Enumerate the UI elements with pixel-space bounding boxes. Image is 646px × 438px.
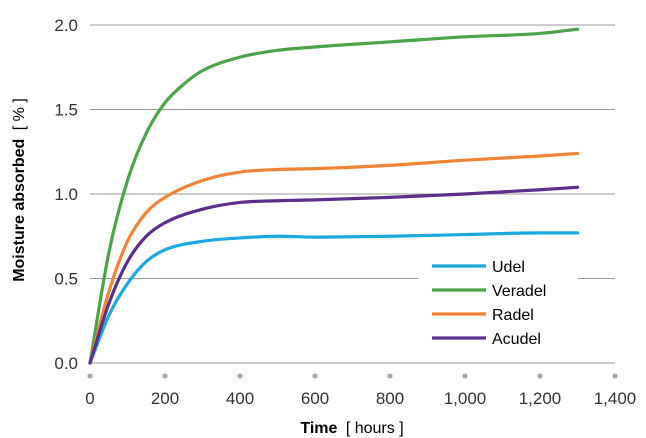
x-tick-label: 0 xyxy=(85,389,94,408)
x-tick-dot xyxy=(162,373,168,379)
x-tick-label: 200 xyxy=(151,389,179,408)
x-tick-label: 800 xyxy=(376,389,404,408)
y-tick-label: 2.0 xyxy=(54,16,78,35)
y-axis-title: Moisture absorbed [ % ] xyxy=(11,98,28,282)
x-tick-dot xyxy=(87,373,93,379)
x-tick-dot xyxy=(312,373,318,379)
x-axis-title: Time [ hours ] xyxy=(300,420,403,437)
y-tick-label: 1.5 xyxy=(54,101,78,120)
x-axis-title-main: Time xyxy=(300,420,337,437)
y-tick-label: 0.0 xyxy=(54,354,78,373)
legend: Udel Veradel Radel Acudel xyxy=(418,250,578,350)
legend-label-acudel: Acudel xyxy=(492,331,541,348)
legend-label-udel: Udel xyxy=(492,259,525,276)
series-line-veradel xyxy=(88,27,580,365)
series-line-acudel xyxy=(88,185,580,365)
legend-label-radel: Radel xyxy=(492,307,534,324)
y-axis-title-unit: [ % ] xyxy=(11,98,28,130)
series-line-radel xyxy=(88,151,580,365)
x-tick-dot xyxy=(612,373,618,379)
series-lines xyxy=(88,27,580,365)
y-tick-labels: 0.0 0.5 1.0 1.5 2.0 xyxy=(54,16,78,373)
x-tick-label: 1,400 xyxy=(594,389,637,408)
x-axis: 0 200 400 600 800 1,000 1,200 1,400 xyxy=(85,373,636,408)
y-tick-label: 0.5 xyxy=(54,270,78,289)
x-tick-label: 600 xyxy=(301,389,329,408)
legend-label-veradel: Veradel xyxy=(492,283,546,300)
x-tick-label: 1,200 xyxy=(519,389,562,408)
x-tick-dot xyxy=(537,373,543,379)
x-tick-dot xyxy=(237,373,243,379)
x-tick-dot xyxy=(387,373,393,379)
series-line-udel xyxy=(88,231,580,365)
x-tick-dot xyxy=(462,373,468,379)
x-tick-label: 1,000 xyxy=(444,389,487,408)
y-tick-label: 1.0 xyxy=(54,185,78,204)
y-axis-title-main: Moisture absorbed xyxy=(11,139,28,282)
x-axis-title-unit: [ hours ] xyxy=(346,420,404,437)
x-tick-label: 400 xyxy=(226,389,254,408)
